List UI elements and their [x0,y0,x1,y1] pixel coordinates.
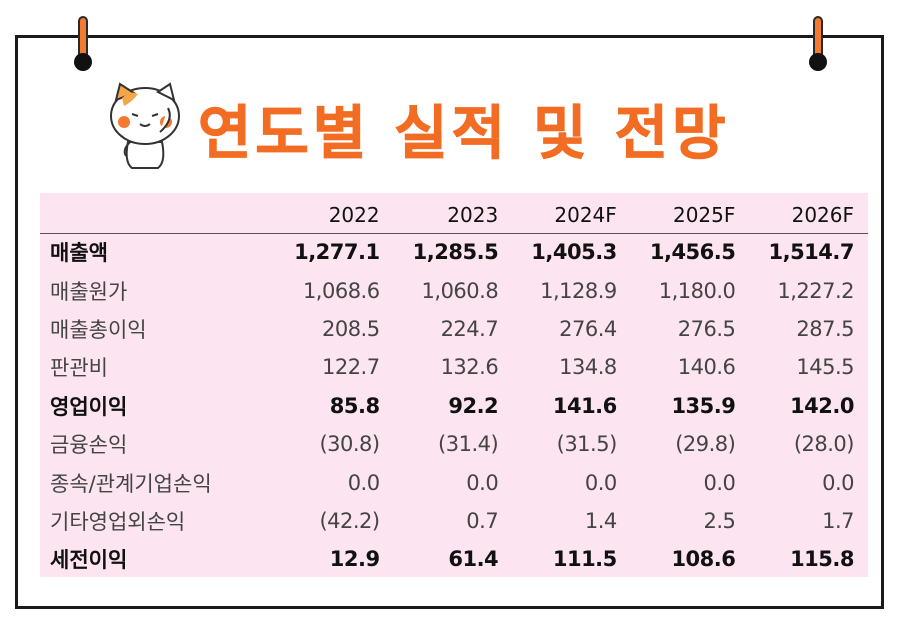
table-cell: (42.2) [319,508,380,533]
page-title: 연도별 실적 및 전망 [197,99,730,168]
table-cell: 132.6 [440,355,499,380]
table-cell: (31.4) [438,432,499,457]
financial-table: 2022 2023 2024F 2025F 2026F 매출액 1,277.1 1,… [40,193,868,579]
table-row: 기타영업외손익 (42.2) 0.7 1.4 2.5 1.7 [40,502,868,540]
row-label: 판관비 [50,356,108,381]
table-cell: (31.5) [556,432,618,457]
table-cell: 85.8 [329,393,380,418]
table-cell: 208.5 [321,316,380,341]
table-cell: 1,128.9 [540,278,617,303]
table-row: 영업이익 85.8 92.2 141.6 135.9 142.0 [40,387,868,425]
table-cell: 0.0 [466,470,499,495]
table-cell: 224.7 [440,316,499,341]
table-cell: 2.5 [703,508,736,533]
table-cell: 134.8 [559,355,617,380]
table-cell: (30.8) [319,432,380,457]
row-label: 종속/관계기업손익 [50,471,212,496]
table-cell: 0.0 [347,470,380,495]
column-header: 2025F [630,193,750,234]
table-cell: 0.0 [584,470,617,495]
table-cell: 1,060.8 [421,278,499,303]
table-row: 종속/관계기업손익 0.0 0.0 0.0 0.0 0.0 [40,463,868,501]
row-label: 매출액 [50,241,108,266]
table-cell: 0.0 [822,470,854,495]
table-row: 매출총이익 208.5 224.7 276.4 276.5 287.5 [40,310,868,348]
table-cell: 115.8 [790,547,854,572]
column-header [40,193,275,234]
table-cell: 1.4 [584,508,617,533]
row-label: 영업이익 [50,394,128,419]
table-cell: 0.7 [466,508,499,533]
table-cell: 141.6 [552,393,617,418]
table-cell: 276.5 [677,316,736,341]
table-cell: 1,514.7 [768,240,854,265]
table-row: 매출원가 1,068.6 1,060.8 1,128.9 1,180.0 1,227.2 [40,271,868,309]
row-label: 매출원가 [50,279,128,304]
financial-table-container: 2022 2023 2024F 2025F 2026F 매출액 1,277.1 1,… [40,193,868,577]
table-header-row: 2022 2023 2024F 2025F 2026F [40,193,868,234]
table-cell: 1,180.0 [658,278,736,303]
column-header: 2023 [393,193,513,234]
table-row: 매출액 1,277.1 1,285.5 1,405.3 1,456.5 1,514.7 [40,233,868,271]
table-cell: (28.0) [793,432,855,457]
column-header: 2026F [749,193,868,234]
table-cell: 108.6 [671,547,736,572]
table-cell: 287.5 [796,316,854,341]
table-cell: 140.6 [677,355,736,380]
table-cell: 1,227.2 [777,278,854,303]
row-label: 기타영업외손익 [50,509,186,534]
table-cell: 145.5 [796,355,854,380]
row-label: 세전이익 [50,548,128,573]
table-cell: 1,068.6 [302,278,380,303]
table-cell: 12.9 [329,547,380,572]
table-row: 금융손익 (30.8) (31.4) (31.5) (29.8) (28.0) [40,425,868,463]
table-cell: 1,285.5 [412,240,499,265]
binder-ring-icon [809,53,827,71]
table-cell: 111.5 [552,547,617,572]
table-cell: 1.7 [822,508,854,533]
table-row: 세전이익 12.9 61.4 111.5 108.6 115.8 [40,540,868,578]
row-label: 금융손익 [50,433,128,458]
column-header: 2024F [512,193,631,234]
table-cell: 1,405.3 [531,240,617,265]
cat-mascot-icon [110,82,180,169]
table-cell: 92.2 [448,393,499,418]
table-cell: 142.0 [790,393,854,418]
table-cell: (29.8) [675,432,736,457]
table-cell: 276.4 [559,316,617,341]
table-cell: 0.0 [703,470,736,495]
table-cell: 122.7 [321,355,380,380]
row-label: 매출총이익 [50,317,147,342]
column-header: 2022 [275,193,394,234]
table-cell: 1,277.1 [294,240,380,265]
binder-ring-icon [74,53,92,71]
table-row: 판관비 122.7 132.6 134.8 140.6 145.5 [40,348,868,386]
table-cell: 61.4 [448,547,499,572]
table-cell: 135.9 [671,393,736,418]
table-cell: 1,456.5 [649,240,736,265]
